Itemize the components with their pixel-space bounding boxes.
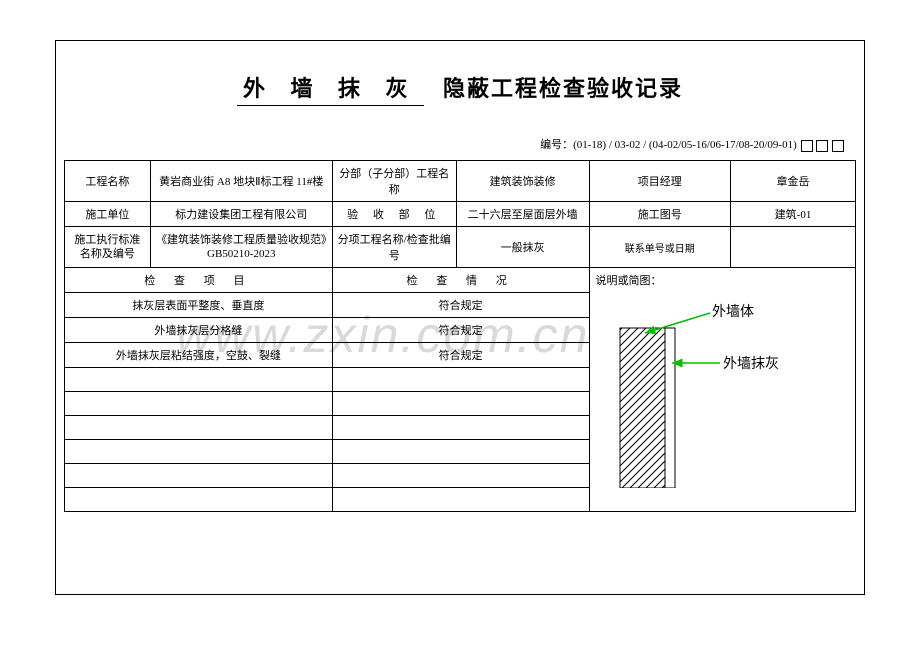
serial-row: 编号：(01-18) / 03-02 / (04-02/05-16/06-17/… [56, 136, 844, 152]
cr4-item [65, 392, 333, 416]
plaster-rect [665, 328, 675, 488]
diagram-caption: 说明或简图： [596, 272, 849, 288]
r1-c1-value: 标力建设集团工程有限公司 [150, 202, 332, 227]
r2-c2-value: 一般抹灰 [456, 227, 589, 268]
r2-c1-label: 施工执行标准名称及编号 [65, 227, 151, 268]
cr2-item: 外墙抹灰层粘结强度，空鼓、裂缝 [65, 343, 333, 368]
box-2 [816, 140, 828, 152]
r1-c1-label: 施工单位 [65, 202, 151, 227]
r0-c2-label: 分部（子分部）工程名称 [332, 161, 456, 202]
serial-boxes [800, 139, 845, 151]
title-row: 外 墙 抹 灰 隐蔽工程检查验收记录 [56, 71, 864, 106]
box-1 [801, 140, 813, 152]
box-3 [832, 140, 844, 152]
label-plaster: 外墙抹灰 [723, 356, 779, 372]
r2-c3-label: 联系单号或日期 [589, 227, 731, 268]
cr7-status [332, 464, 589, 488]
wall-rect [620, 328, 665, 488]
main-table: 工程名称 黄岩商业街 A8 地块Ⅱ标工程 11#楼 分部（子分部）工程名称 建筑… [64, 160, 856, 512]
cr0-item: 抹灰层表面平整度、垂直度 [65, 293, 333, 318]
r0-c3-value: 章金岳 [731, 161, 856, 202]
cr6-item [65, 440, 333, 464]
cr3-item [65, 368, 333, 392]
r1-c3-value: 建筑-01 [731, 202, 856, 227]
check-header-item: 检 查 项 目 [65, 268, 333, 293]
page-frame: www.zxin.com.cn 外 墙 抹 灰 隐蔽工程检查验收记录 编号：(0… [55, 40, 865, 595]
r2-c2-label: 分项工程名称/检查批编号 [332, 227, 456, 268]
title-rest: 隐蔽工程检查验收记录 [443, 76, 683, 101]
diagram-cell: 说明或简图： [589, 268, 855, 512]
diagram-svg: 外墙体 外墙抹灰 [590, 288, 820, 488]
cr8-item [65, 488, 333, 512]
cr1-status: 符合规定 [332, 318, 589, 343]
content: 外 墙 抹 灰 隐蔽工程检查验收记录 编号：(01-18) / 03-02 / … [56, 71, 864, 512]
cr7-item [65, 464, 333, 488]
cr0-status: 符合规定 [332, 293, 589, 318]
info-row-2: 施工执行标准名称及编号 《建筑装饰装修工程质量验收规范》GB50210-2023… [65, 227, 856, 268]
info-row-0: 工程名称 黄岩商业街 A8 地块Ⅱ标工程 11#楼 分部（子分部）工程名称 建筑… [65, 161, 856, 202]
cr5-status [332, 416, 589, 440]
r0-c2-value: 建筑装饰装修 [456, 161, 589, 202]
info-row-1: 施工单位 标力建设集团工程有限公司 验 收 部 位 二十六层至屋面层外墙 施工图… [65, 202, 856, 227]
check-header-row: 检 查 项 目 检 查 情 况 说明或简图： [65, 268, 856, 293]
check-header-status: 检 查 情 况 [332, 268, 589, 293]
r0-c1-value: 黄岩商业街 A8 地块Ⅱ标工程 11#楼 [150, 161, 332, 202]
cr4-status [332, 392, 589, 416]
title-underlined: 外 墙 抹 灰 [237, 71, 424, 106]
serial-text: 编号：(01-18) / 03-02 / (04-02/05-16/06-17/… [540, 139, 797, 151]
r2-c3-value [731, 227, 856, 268]
cr8-status [332, 488, 589, 512]
r0-c3-label: 项目经理 [589, 161, 731, 202]
r1-c2-value: 二十六层至屋面层外墙 [456, 202, 589, 227]
r1-c3-label: 施工图号 [589, 202, 731, 227]
cr1-item: 外墙抹灰层分格缝 [65, 318, 333, 343]
cr5-item [65, 416, 333, 440]
cr2-status: 符合规定 [332, 343, 589, 368]
r2-c1-value: 《建筑装饰装修工程质量验收规范》GB50210-2023 [150, 227, 332, 268]
cr3-status [332, 368, 589, 392]
r0-c1-label: 工程名称 [65, 161, 151, 202]
arrow-wall [645, 313, 710, 333]
label-wall: 外墙体 [712, 304, 754, 320]
r1-c2-label: 验 收 部 位 [332, 202, 456, 227]
cr6-status [332, 440, 589, 464]
